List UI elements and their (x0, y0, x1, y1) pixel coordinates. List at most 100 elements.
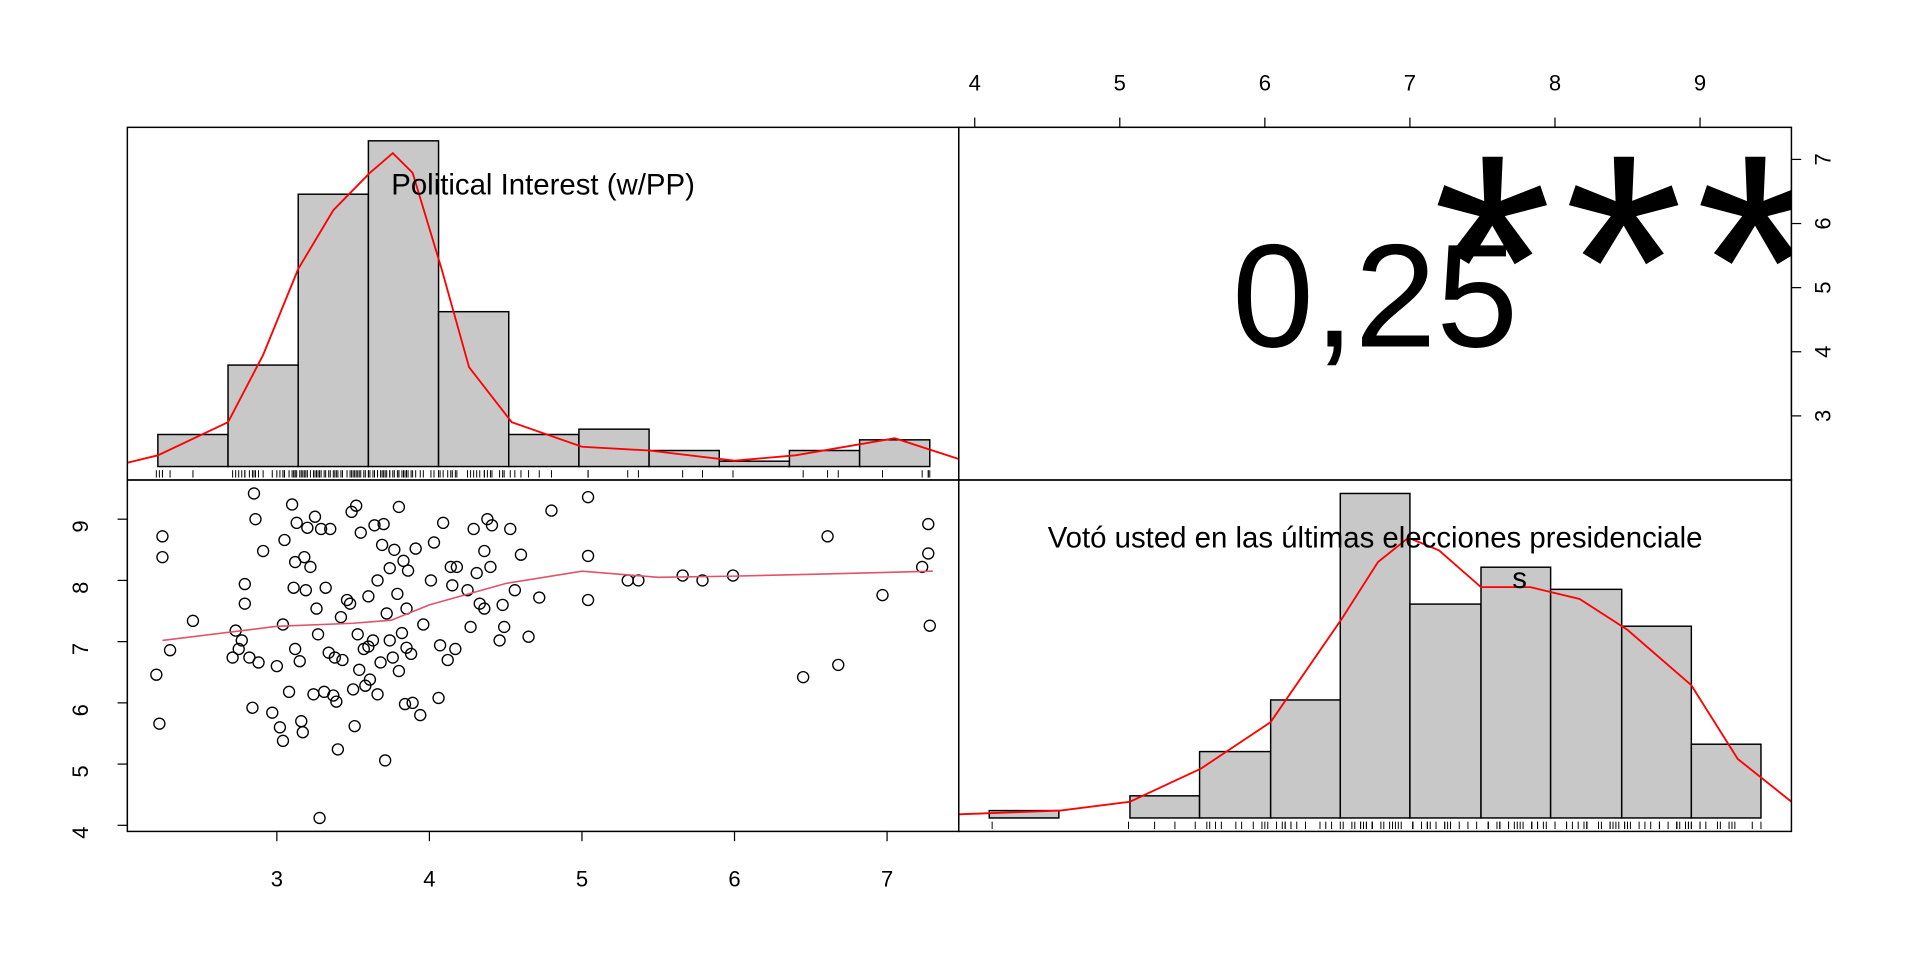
scatter-point (446, 579, 459, 592)
scatter-point (581, 549, 595, 563)
scatter-point (301, 521, 314, 534)
scatter-point (293, 655, 306, 668)
scatter-point (238, 597, 251, 610)
scatter-point (432, 691, 445, 705)
density-line (127, 151, 960, 464)
scatter-point (276, 734, 290, 747)
scatter-point (371, 574, 384, 587)
y-tick-label: 7 (68, 643, 93, 655)
scatter-point (314, 522, 328, 536)
scatter-point (508, 584, 522, 597)
scatter-point (392, 500, 406, 514)
scatter-point (398, 697, 412, 711)
x-tick-label: 6 (1259, 71, 1271, 96)
scatter-point (362, 640, 375, 653)
scatter-point (481, 513, 494, 526)
histogram-bar (227, 364, 299, 468)
scatter-point (153, 717, 166, 730)
x-tick-label: 7 (881, 867, 893, 892)
x-tick-label: 6 (728, 867, 740, 892)
scatter-point (288, 642, 302, 656)
scatter-point (375, 538, 389, 552)
scatter-point (310, 602, 323, 615)
scatter-point (276, 618, 290, 631)
scatter-point (232, 642, 245, 656)
y-tick-label: 3 (1811, 410, 1836, 422)
scatter-point (330, 695, 343, 708)
histogram-bar (437, 310, 510, 468)
scatter-point (386, 651, 399, 664)
scatter-point (256, 544, 270, 558)
scatter-point (409, 542, 422, 555)
y-tick-label: 8 (68, 582, 93, 594)
scatter-point (696, 574, 709, 587)
scatter-point (436, 516, 450, 530)
scatter-point (401, 564, 415, 577)
scatter-point (287, 581, 300, 594)
x-tick-label: 4 (423, 867, 435, 892)
scatter-point (545, 504, 558, 517)
scatter-point (915, 560, 929, 574)
scatter-point (450, 560, 464, 574)
scatter-point (383, 634, 396, 647)
variable-label: s (1512, 562, 1527, 595)
scatter-point (313, 811, 326, 825)
histogram-bar (648, 449, 720, 468)
scatter-point (319, 581, 332, 594)
scatter-point (343, 597, 357, 610)
scatter-point (328, 651, 342, 664)
scatter-point (522, 630, 535, 643)
scatter-point (334, 610, 348, 624)
scatter-point (363, 673, 377, 686)
scatter-point (235, 634, 248, 647)
scatter-point (299, 584, 313, 597)
scatter-point (238, 577, 251, 591)
x-tick-label: 4 (969, 71, 981, 96)
histogram-bar (988, 809, 1060, 819)
scatter-point (922, 547, 935, 560)
scatter-point (353, 663, 366, 676)
scatter-point (581, 593, 595, 607)
scatter-point (444, 560, 457, 574)
scatter-point (478, 602, 491, 615)
scatter-point (404, 647, 418, 661)
scatter-point (676, 569, 689, 582)
scatter-point (581, 490, 595, 504)
scatter-point (427, 536, 441, 549)
scatter-point (252, 656, 265, 669)
scatter-point (324, 522, 337, 536)
scatter-point (391, 587, 404, 601)
correlation-value: 0,25 (1232, 215, 1518, 379)
scatter-point (406, 696, 419, 710)
scatter-point (348, 719, 361, 733)
scatter-point (368, 519, 381, 532)
scatter-point (349, 499, 363, 512)
scatter-point (478, 544, 491, 558)
variable-label: Political Interest (w/PP) (391, 169, 695, 202)
scatter-point (308, 510, 322, 523)
scatter-point (304, 560, 317, 574)
scatter-point (351, 628, 364, 641)
histogram-bar (1620, 625, 1693, 819)
scatter-point (395, 626, 409, 640)
scatter-point (417, 618, 430, 631)
scatter-point (249, 513, 262, 526)
histogram-bar (367, 140, 440, 468)
scatter-point (186, 614, 200, 627)
scatter-point (461, 584, 474, 597)
histogram-bar (1690, 743, 1762, 819)
scatter-point (340, 593, 354, 607)
scatter-point (226, 651, 239, 664)
scatter-point (388, 543, 401, 556)
smooth-line (162, 570, 933, 642)
scatter-point (282, 685, 296, 699)
scatter-point (150, 668, 163, 681)
scatter-point (247, 487, 261, 500)
variable-label: Votó usted en las últimas elecciones pre… (1048, 521, 1703, 554)
scatter-point (163, 644, 177, 657)
scatter-point (400, 641, 413, 654)
y-tick-label: 5 (1811, 282, 1836, 294)
histogram-bar (1549, 588, 1623, 819)
